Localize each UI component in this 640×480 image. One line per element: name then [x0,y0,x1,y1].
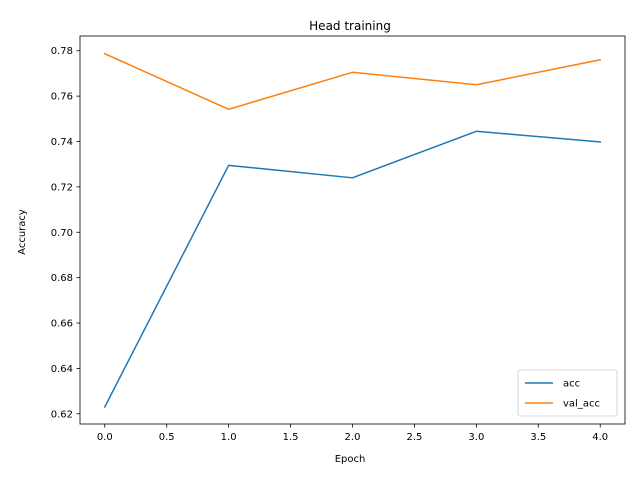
y-tick-label: 0.64 [51,364,73,375]
y-tick-label: 0.68 [51,273,73,284]
x-tick-label: 2.0 [345,432,361,443]
x-tick-label: 1.0 [221,432,237,443]
y-tick-label: 0.66 [51,319,73,330]
x-tick-label: 3.0 [468,432,484,443]
x-tick-label: 1.5 [283,432,299,443]
y-tick-label: 0.78 [51,46,73,57]
y-tick-label: 0.76 [51,92,73,103]
x-tick-label: 0.5 [159,432,175,443]
legend-label-acc: acc [563,379,580,390]
y-axis-label: Accuracy [17,209,28,255]
y-tick-label: 0.62 [51,409,73,420]
x-tick-label: 4.0 [592,432,608,443]
y-tick-label: 0.70 [51,228,73,239]
x-axis-label: Epoch [335,454,366,465]
plot-area: 0.0 0.5 1.0 1.5 2.0 2.5 3.0 3.5 4.0 0.62 0.64 0.66 0… [51,35,626,443]
x-tick-label: 3.5 [530,432,546,443]
legend-box [517,369,618,417]
legend-label-val_acc: val_acc [563,399,600,410]
series-line-acc [103,130,602,408]
chart-title: Head training [309,19,391,33]
y-tick-label: 0.72 [51,182,73,193]
x-tick-label: 2.5 [406,432,422,443]
series-line-val_acc [103,52,602,111]
x-tick-label: 0.0 [97,432,113,443]
y-tick-label: 0.74 [51,137,73,148]
